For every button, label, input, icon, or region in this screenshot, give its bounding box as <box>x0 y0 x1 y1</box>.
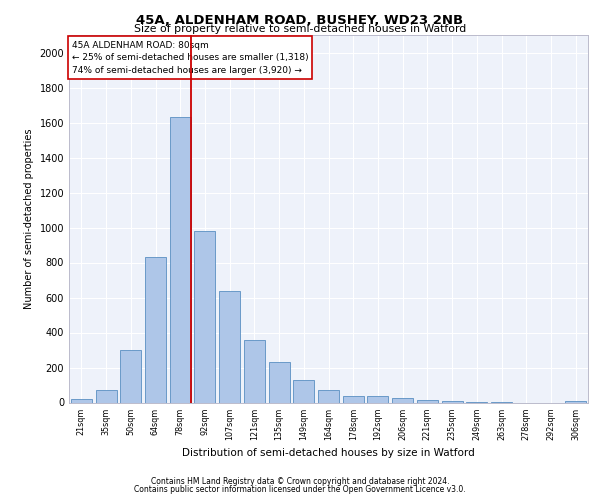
Bar <box>442 401 463 402</box>
Bar <box>194 231 215 402</box>
Bar <box>417 400 438 402</box>
Text: 45A, ALDENHAM ROAD, BUSHEY, WD23 2NB: 45A, ALDENHAM ROAD, BUSHEY, WD23 2NB <box>136 14 464 27</box>
Bar <box>170 118 191 403</box>
Text: Size of property relative to semi-detached houses in Watford: Size of property relative to semi-detach… <box>134 24 466 34</box>
Bar <box>71 399 92 402</box>
Bar <box>244 340 265 402</box>
Bar <box>565 401 586 402</box>
Bar <box>120 350 141 403</box>
Bar <box>318 390 339 402</box>
Text: Contains HM Land Registry data © Crown copyright and database right 2024.: Contains HM Land Registry data © Crown c… <box>151 477 449 486</box>
Bar <box>392 398 413 402</box>
Bar <box>145 258 166 402</box>
Bar <box>219 290 240 403</box>
Bar <box>293 380 314 402</box>
Bar <box>367 396 388 402</box>
Text: 45A ALDENHAM ROAD: 80sqm
← 25% of semi-detached houses are smaller (1,318)
74% o: 45A ALDENHAM ROAD: 80sqm ← 25% of semi-d… <box>71 40 308 74</box>
Y-axis label: Number of semi-detached properties: Number of semi-detached properties <box>24 128 34 309</box>
Bar <box>95 390 116 402</box>
Bar <box>343 396 364 402</box>
Bar <box>269 362 290 403</box>
X-axis label: Distribution of semi-detached houses by size in Watford: Distribution of semi-detached houses by … <box>182 448 475 458</box>
Text: Contains public sector information licensed under the Open Government Licence v3: Contains public sector information licen… <box>134 484 466 494</box>
